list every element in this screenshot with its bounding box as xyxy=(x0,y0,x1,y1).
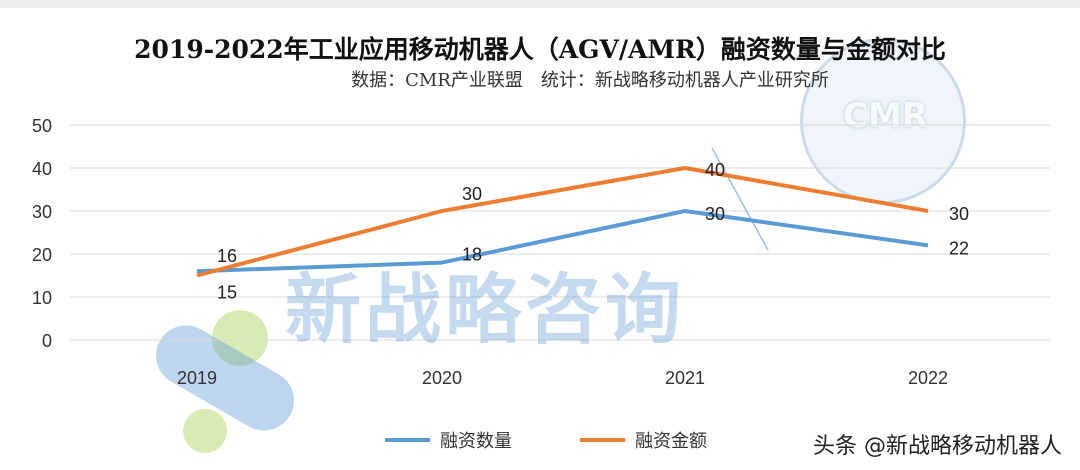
cmr-logo-watermark: CMR xyxy=(800,38,966,204)
chart-title: 2019-2022年工业应用移动机器人（AGV/AMR）融资数量与金额对比 xyxy=(134,35,946,64)
legend-label: 融资金额 xyxy=(635,431,707,452)
decor-circle xyxy=(212,310,268,366)
data-label: 30 xyxy=(949,204,969,224)
cmr-logo-text: CMR xyxy=(843,96,928,136)
y-tick-label: 40 xyxy=(32,159,52,179)
data-label: 30 xyxy=(705,204,725,224)
series-line-0 xyxy=(196,209,929,274)
chart-subtitle: 数据：CMR产业联盟 统计：新战略移动机器人产业研究所 xyxy=(351,70,829,91)
legend-label: 融资数量 xyxy=(440,431,512,452)
y-tick-label: 50 xyxy=(32,116,52,136)
overlay-watermark: 新战略咨询 xyxy=(285,265,685,354)
decor-shape xyxy=(156,325,294,431)
data-label: 16 xyxy=(217,246,237,266)
decor-slash xyxy=(711,147,769,251)
x-tick-label: 2021 xyxy=(665,368,705,388)
data-label: 30 xyxy=(462,184,482,204)
series-line-1 xyxy=(196,166,929,278)
x-tick-label: 2020 xyxy=(422,368,462,388)
data-label: 15 xyxy=(217,283,237,303)
x-tick-label: 2022 xyxy=(908,368,948,388)
y-tick-label: 20 xyxy=(32,245,52,265)
platform-watermark: 头条 @新战略移动机器人 xyxy=(813,434,1062,459)
y-tick-label: 30 xyxy=(32,202,52,222)
data-label: 22 xyxy=(949,238,969,258)
data-label: 40 xyxy=(705,160,725,180)
decor-circle xyxy=(183,409,227,453)
x-tick-label: 2019 xyxy=(177,368,217,388)
y-tick-label: 10 xyxy=(32,288,52,308)
plot-area: 0 10 20 30 40 50 2019 2020 2021 2022 16 18 30 22 融资数量 1… xyxy=(32,116,1050,453)
data-label: 18 xyxy=(462,245,482,265)
y-tick-label: 0 xyxy=(42,331,52,351)
